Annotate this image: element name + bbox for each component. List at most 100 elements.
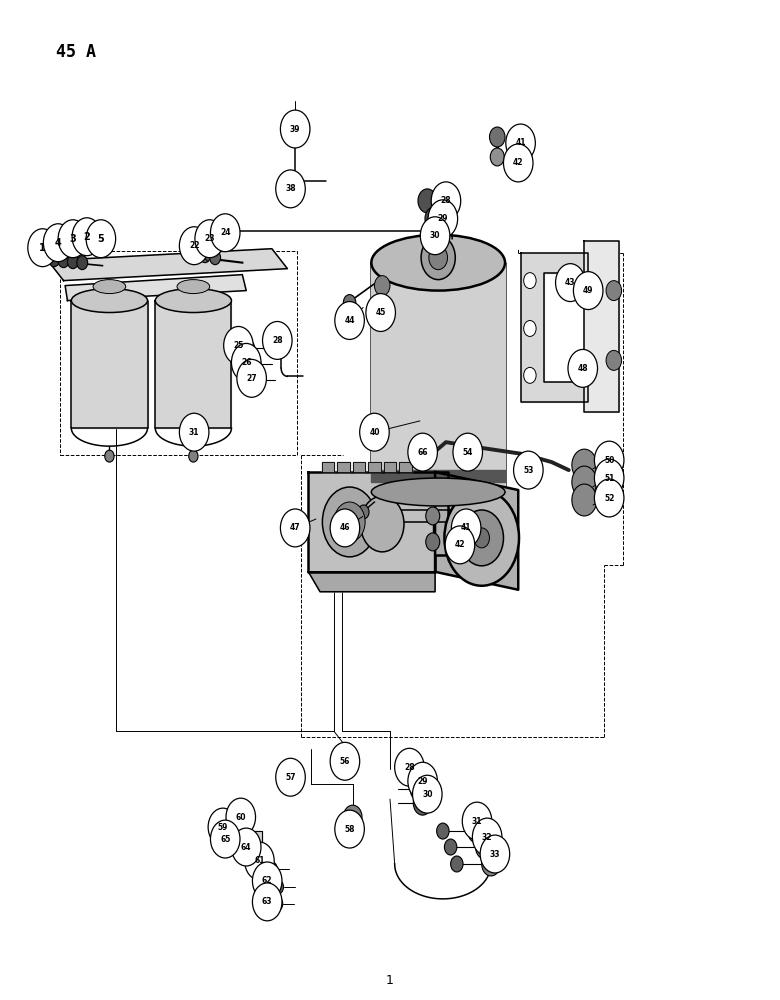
Circle shape bbox=[366, 294, 395, 331]
Circle shape bbox=[232, 828, 261, 866]
Circle shape bbox=[263, 321, 292, 359]
Circle shape bbox=[76, 256, 87, 270]
Ellipse shape bbox=[93, 280, 126, 294]
Circle shape bbox=[211, 820, 240, 858]
Circle shape bbox=[513, 451, 543, 489]
Circle shape bbox=[480, 835, 509, 873]
Text: 29: 29 bbox=[438, 214, 448, 223]
Polygon shape bbox=[235, 831, 262, 844]
Circle shape bbox=[606, 350, 622, 370]
Text: 28: 28 bbox=[441, 196, 452, 205]
Text: 48: 48 bbox=[577, 364, 588, 373]
Text: 4: 4 bbox=[55, 238, 62, 248]
Circle shape bbox=[335, 810, 364, 848]
Text: 28: 28 bbox=[404, 763, 415, 772]
Circle shape bbox=[243, 340, 255, 356]
Text: 25: 25 bbox=[233, 341, 243, 350]
Text: 42: 42 bbox=[455, 540, 465, 549]
Circle shape bbox=[273, 880, 283, 894]
Circle shape bbox=[189, 450, 198, 462]
Circle shape bbox=[460, 510, 503, 566]
Ellipse shape bbox=[71, 289, 147, 313]
Circle shape bbox=[210, 251, 221, 265]
Circle shape bbox=[410, 777, 429, 801]
Circle shape bbox=[426, 533, 440, 551]
Circle shape bbox=[453, 433, 483, 471]
Text: 38: 38 bbox=[285, 184, 296, 193]
Text: 30: 30 bbox=[430, 231, 441, 240]
Circle shape bbox=[249, 356, 261, 372]
Polygon shape bbox=[65, 275, 246, 301]
Text: 53: 53 bbox=[523, 466, 534, 475]
Text: 28: 28 bbox=[272, 336, 282, 345]
Text: 43: 43 bbox=[565, 278, 576, 287]
Polygon shape bbox=[371, 263, 505, 492]
Text: 32: 32 bbox=[482, 833, 492, 842]
Circle shape bbox=[505, 124, 535, 162]
Circle shape bbox=[67, 255, 78, 269]
Polygon shape bbox=[597, 494, 614, 506]
Circle shape bbox=[572, 484, 597, 516]
Polygon shape bbox=[308, 472, 448, 572]
Circle shape bbox=[421, 236, 456, 280]
Circle shape bbox=[490, 127, 505, 147]
Circle shape bbox=[482, 852, 500, 876]
Circle shape bbox=[452, 509, 481, 547]
Circle shape bbox=[105, 450, 114, 462]
Circle shape bbox=[360, 496, 404, 552]
Polygon shape bbox=[597, 476, 614, 488]
Text: 56: 56 bbox=[340, 757, 350, 766]
Polygon shape bbox=[347, 510, 503, 522]
Circle shape bbox=[358, 505, 369, 519]
Text: 22: 22 bbox=[189, 241, 200, 250]
Circle shape bbox=[343, 295, 356, 311]
Text: 63: 63 bbox=[262, 897, 272, 906]
Circle shape bbox=[252, 372, 264, 388]
Circle shape bbox=[322, 487, 377, 557]
Circle shape bbox=[468, 819, 487, 843]
Text: 52: 52 bbox=[604, 494, 615, 503]
Bar bbox=[60, 251, 296, 455]
Text: 51: 51 bbox=[604, 474, 615, 483]
Circle shape bbox=[418, 189, 437, 213]
Circle shape bbox=[179, 227, 209, 265]
Circle shape bbox=[474, 528, 490, 548]
Circle shape bbox=[58, 254, 69, 268]
Text: 1: 1 bbox=[39, 243, 46, 253]
Circle shape bbox=[211, 214, 240, 252]
Text: 33: 33 bbox=[490, 850, 500, 859]
Circle shape bbox=[413, 775, 442, 813]
Circle shape bbox=[237, 359, 267, 397]
Text: 29: 29 bbox=[417, 777, 428, 786]
Circle shape bbox=[420, 217, 450, 255]
Circle shape bbox=[272, 897, 282, 911]
Circle shape bbox=[49, 253, 60, 267]
Text: 1: 1 bbox=[386, 974, 394, 987]
Text: 2: 2 bbox=[83, 232, 90, 242]
Circle shape bbox=[431, 182, 461, 220]
Circle shape bbox=[251, 844, 262, 858]
Circle shape bbox=[573, 272, 603, 310]
Circle shape bbox=[476, 835, 495, 859]
Circle shape bbox=[606, 281, 622, 301]
Circle shape bbox=[276, 758, 305, 796]
Polygon shape bbox=[584, 241, 619, 412]
Circle shape bbox=[243, 808, 254, 822]
Text: 66: 66 bbox=[417, 448, 428, 457]
Polygon shape bbox=[399, 462, 412, 472]
Text: 42: 42 bbox=[513, 158, 523, 167]
Text: 23: 23 bbox=[204, 234, 215, 243]
Circle shape bbox=[86, 220, 115, 258]
Polygon shape bbox=[597, 459, 614, 471]
Circle shape bbox=[594, 459, 624, 497]
Circle shape bbox=[179, 413, 209, 451]
Circle shape bbox=[58, 220, 87, 258]
Text: 24: 24 bbox=[220, 228, 230, 237]
Text: 5: 5 bbox=[98, 234, 105, 244]
Text: 31: 31 bbox=[189, 428, 200, 437]
Text: 41: 41 bbox=[461, 523, 471, 532]
Circle shape bbox=[491, 148, 504, 166]
Text: 44: 44 bbox=[344, 316, 355, 325]
Circle shape bbox=[330, 509, 360, 547]
Circle shape bbox=[28, 229, 58, 267]
